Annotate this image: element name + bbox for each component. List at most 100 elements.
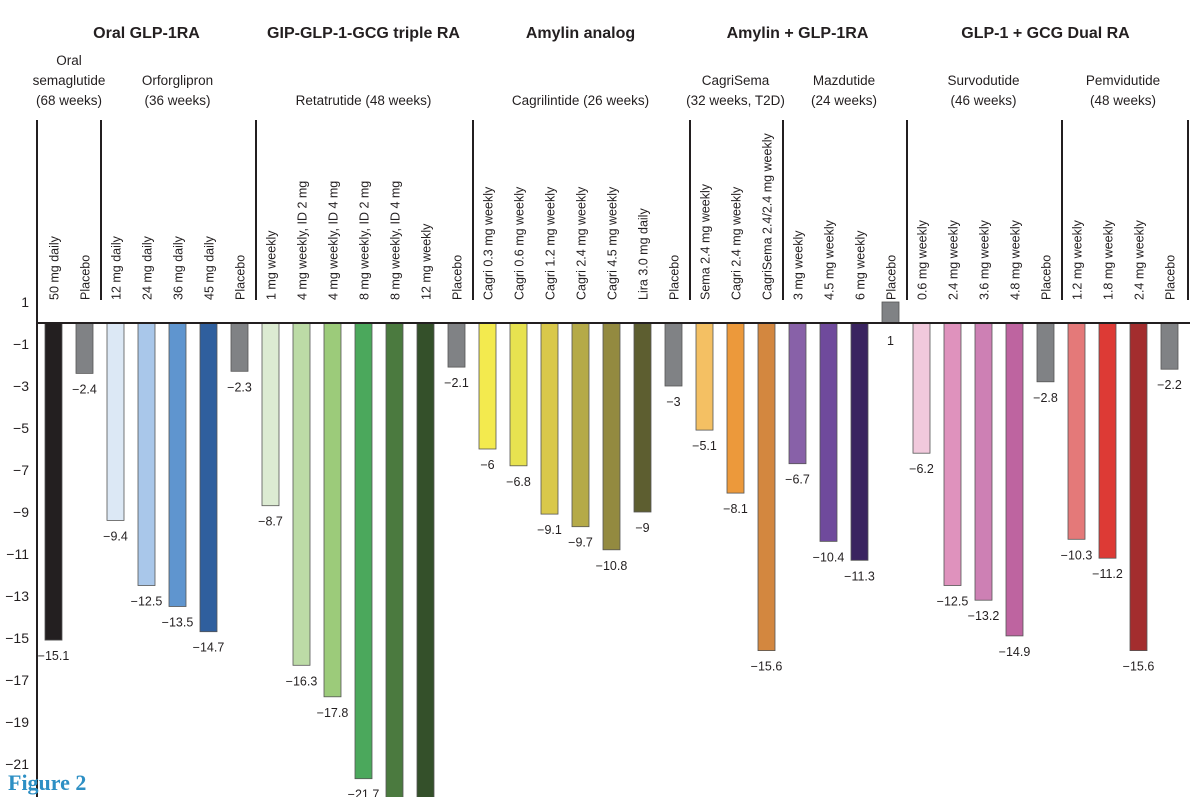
bar	[292, 322, 311, 666]
value-label: −12.5	[937, 595, 969, 609]
value-label: −2.4	[72, 382, 97, 396]
drug-group-title: (24 weeks)	[811, 93, 877, 108]
drug-group-title: Pemvidutide	[1086, 73, 1160, 88]
value-label: −2.3	[227, 380, 252, 394]
bar	[1005, 322, 1024, 637]
bar-category-label: 36 mg daily	[172, 235, 186, 300]
drug-group-title: (68 weeks)	[36, 93, 102, 108]
y-tick-label: −11	[6, 546, 29, 562]
bar	[881, 301, 900, 324]
bar	[1036, 322, 1055, 383]
bar-category-label: 4 mg weekly, ID 4 mg	[327, 181, 341, 300]
bar	[943, 322, 962, 586]
bar	[416, 322, 435, 797]
value-label: −21.7	[348, 788, 380, 797]
bar-category-label: 4.5 mg weekly	[823, 219, 837, 300]
bar	[509, 322, 528, 467]
y-tick-label: −9	[13, 504, 29, 520]
bar-category-label: 1 mg weekly	[265, 230, 279, 300]
value-label: −8.7	[258, 515, 283, 529]
bar-category-label: Cagri 0.6 mg weekly	[513, 186, 527, 300]
value-label: −15.6	[1123, 660, 1155, 674]
bar	[199, 322, 218, 633]
bar-category-label: Placebo	[1164, 255, 1178, 300]
value-label: 1	[887, 334, 894, 348]
bar-category-label: 3.6 mg weekly	[978, 219, 992, 300]
bar	[1129, 322, 1148, 652]
bar-category-label: 12 mg weekly	[420, 223, 434, 300]
drug-class-title: Amylin + GLP-1RA	[727, 25, 869, 42]
bar-category-label: 4.8 mg weekly	[1009, 219, 1023, 300]
y-tick-label: −19	[5, 714, 29, 730]
y-tick-label: −13	[5, 588, 29, 604]
value-label: −5.1	[692, 439, 717, 453]
value-label: −10.8	[596, 559, 628, 573]
bar	[137, 322, 156, 586]
bar	[1160, 322, 1179, 370]
drug-group-title: (46 weeks)	[950, 93, 1016, 108]
bar	[168, 322, 187, 607]
value-label: −10.4	[813, 550, 845, 564]
y-tick-label: −15	[5, 630, 29, 646]
value-label: −12.5	[131, 595, 163, 609]
bar-category-label: 3 mg weekly	[792, 230, 806, 300]
bar-category-label: 12 mg daily	[110, 235, 124, 300]
bar-category-label: Placebo	[885, 255, 899, 300]
bar	[757, 322, 776, 652]
bar-category-label: 8 mg weekly, ID 4 mg	[389, 181, 403, 300]
bar-category-label: 4 mg weekly, ID 2 mg	[296, 181, 310, 300]
drug-group-title: Oral	[56, 53, 82, 68]
drug-class-title: GLP-1 + GCG Dual RA	[961, 25, 1130, 42]
value-label: −6	[480, 458, 494, 472]
bar	[819, 322, 838, 542]
bar	[323, 322, 342, 698]
drug-group-title: Retatrutide (48 weeks)	[296, 93, 432, 108]
group-dividers	[100, 120, 1189, 300]
value-label: −14.9	[999, 645, 1031, 659]
drug-class-title: Oral GLP-1RA	[93, 25, 200, 42]
bar	[726, 322, 745, 494]
drug-class-title: GIP-GLP-1-GCG triple RA	[267, 25, 460, 42]
value-label: −9	[635, 521, 649, 535]
value-label: −9.7	[568, 536, 593, 550]
bar-category-label: Cagri 4.5 mg weekly	[606, 186, 620, 300]
bar	[478, 322, 497, 450]
bar-category-label: 1.8 mg weekly	[1102, 219, 1116, 300]
bars	[44, 301, 1179, 797]
drug-group-title: (32 weeks, T2D)	[686, 93, 785, 108]
bar-category-label: 1.2 mg weekly	[1071, 219, 1085, 300]
drug-group-title: (48 weeks)	[1090, 93, 1156, 108]
drug-group-title: semaglutide	[33, 73, 106, 88]
bar	[664, 322, 683, 387]
bar-category-label: Cagri 2.4 mg weekly	[730, 186, 744, 300]
bar-category-label: Cagri 2.4 mg weekly	[575, 186, 589, 300]
drug-group-title: CagriSema	[702, 73, 770, 88]
value-label: −15.6	[751, 660, 783, 674]
drug-group-title: Survodutide	[947, 73, 1019, 88]
bar-category-label: 45 mg daily	[203, 235, 217, 300]
labels: −15.1 50 mg daily −2.4 Placebo −9.4 12 mg dai…	[33, 25, 1182, 797]
drug-class-title: Amylin analog	[526, 25, 635, 42]
y-tick-label: −17	[5, 672, 29, 688]
bar	[1067, 322, 1086, 540]
bar	[44, 322, 63, 641]
drug-group-title: Orforglipron	[142, 73, 213, 88]
bar-category-label: Cagri 0.3 mg weekly	[482, 186, 496, 300]
bar	[633, 322, 652, 513]
value-label: −6.7	[785, 473, 810, 487]
bar-category-label: Placebo	[79, 255, 93, 300]
bar	[602, 322, 621, 551]
value-label: −17.8	[317, 706, 349, 720]
value-label: −2.8	[1033, 391, 1058, 405]
y-tick-label: 1	[21, 294, 29, 310]
value-label: −13.2	[968, 609, 1000, 623]
value-label: −6.8	[506, 475, 531, 489]
bar-category-label: 8 mg weekly, ID 2 mg	[358, 181, 372, 300]
bar	[354, 322, 373, 780]
bar-category-label: CagriSema 2.4/2.4 mg weekly	[761, 133, 775, 300]
bar	[1098, 322, 1117, 559]
bar	[230, 322, 249, 372]
bar	[571, 322, 590, 528]
drug-group-title: Cagrilintide (26 weeks)	[512, 93, 649, 108]
